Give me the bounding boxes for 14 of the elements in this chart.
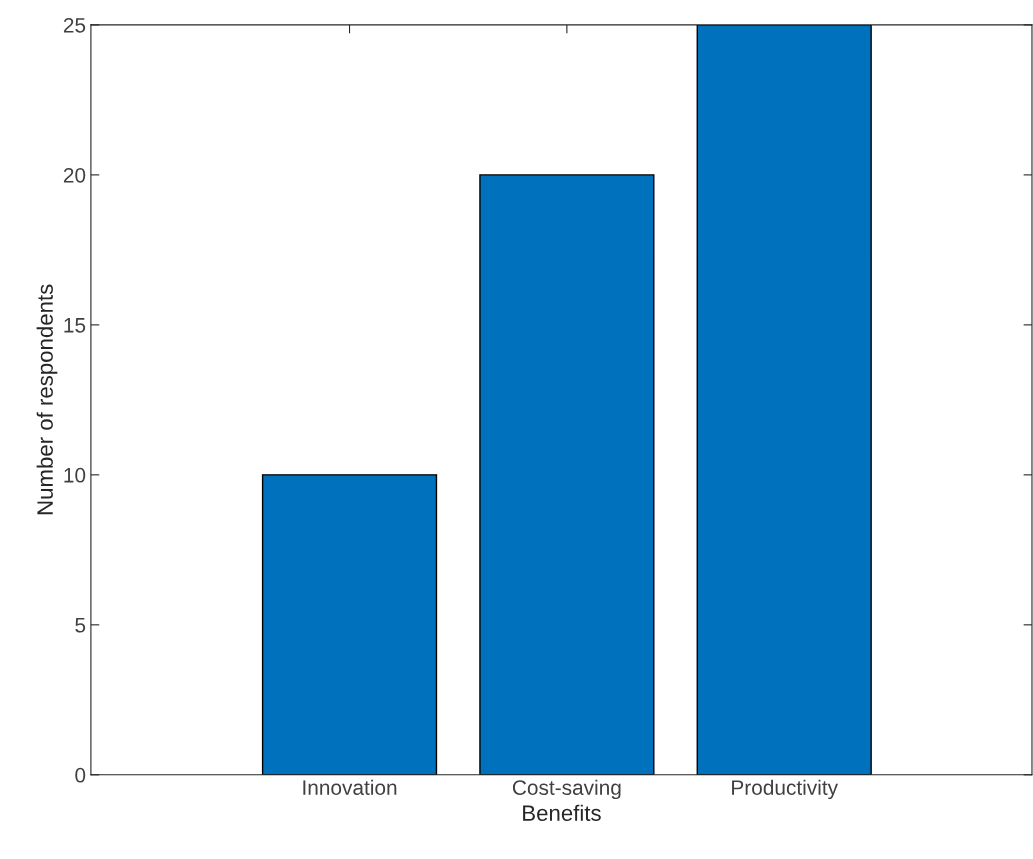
bar [479, 174, 655, 775]
x-tick-label: Cost-saving [512, 779, 621, 800]
x-tick-label: Productivity [732, 779, 839, 800]
y-tick-label: 20 [63, 167, 86, 183]
y-tick-label: 15 [64, 318, 86, 333]
bar [696, 24, 872, 775]
x-axis-title: Benefits [523, 804, 601, 821]
y-tick-label: 10 [64, 467, 86, 483]
y-tick-label: 0 [75, 767, 86, 783]
y-tick-label: 5 [75, 618, 86, 633]
y-tick-label: 25 [63, 17, 86, 33]
y-axis-title: Number of respondents [36, 284, 58, 515]
bar [261, 474, 438, 775]
x-tick-label: Innovation [303, 779, 397, 795]
